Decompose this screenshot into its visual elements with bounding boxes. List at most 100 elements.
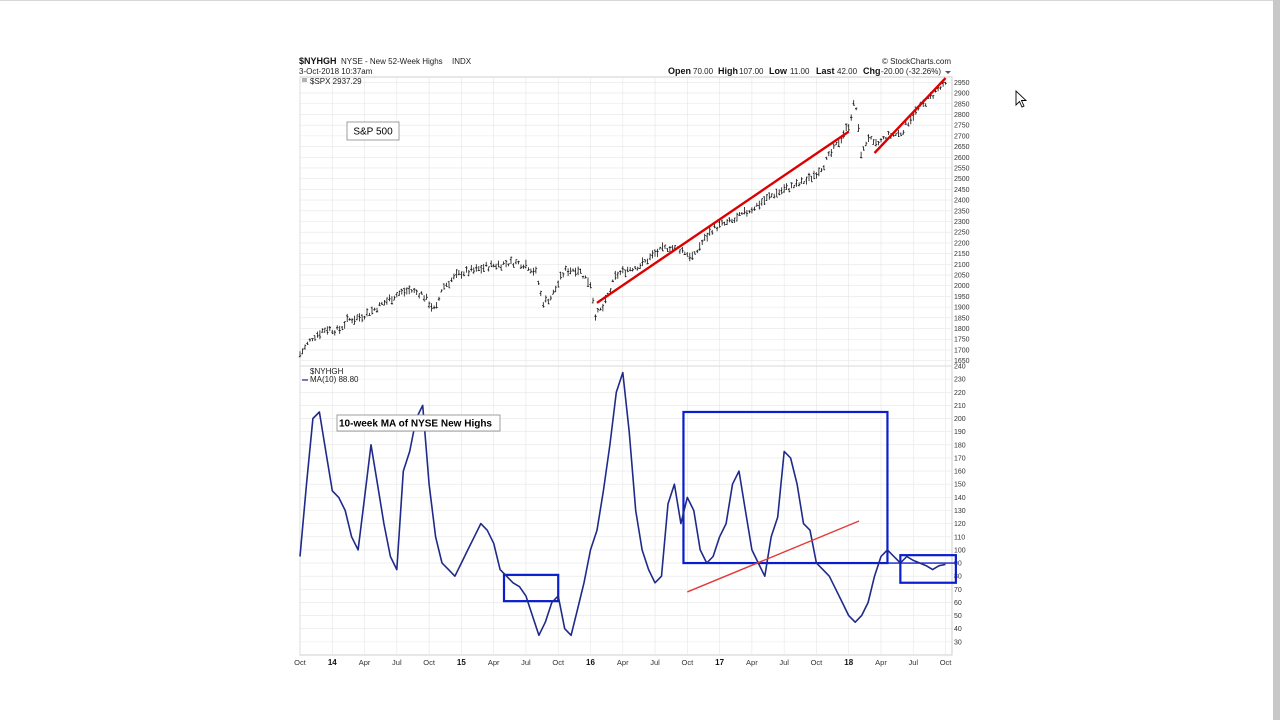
lower-y-tick-label: 210 xyxy=(954,403,966,410)
upper-y-tick-label: 2700 xyxy=(954,133,970,140)
lower-y-tick-label: 130 xyxy=(954,508,966,515)
header-last-label: Last xyxy=(816,66,835,76)
lower-y-tick-label: 120 xyxy=(954,521,966,528)
upper-y-tick-label: 2750 xyxy=(954,123,970,130)
lower-y-tick-label: 60 xyxy=(954,600,962,607)
x-tick-label: Oct xyxy=(423,658,436,667)
window-top-border xyxy=(0,0,1280,1)
x-tick-label: Oct xyxy=(940,658,953,667)
sp500-annotation: S&P 500 xyxy=(353,127,393,138)
upper-y-tick-label: 2800 xyxy=(954,112,970,119)
ma-trendline xyxy=(687,520,860,593)
lower-grid xyxy=(299,365,952,655)
highlight-box xyxy=(899,554,957,584)
upper-y-tick-label: 2000 xyxy=(954,283,970,290)
header-low-label: Low xyxy=(769,66,788,76)
upper-y-tick-label: 2550 xyxy=(954,165,970,172)
header-high-label: High xyxy=(718,66,738,76)
lower-y-tick-label: 90 xyxy=(954,561,962,568)
x-tick-label: Oct xyxy=(681,658,694,667)
lower-y-tick-label: 110 xyxy=(954,534,965,541)
x-tick-label: Jul xyxy=(779,658,789,667)
spx-trendline xyxy=(596,130,850,304)
scrollbar[interactable] xyxy=(1273,0,1280,720)
x-tick-label: 18 xyxy=(844,658,853,667)
x-tick-label: Oct xyxy=(294,658,307,667)
upper-panel: 1650 1700 1750 1800 1850 1900 1950 2000 2050 2100… xyxy=(298,76,970,367)
upper-y-tick-label: 1800 xyxy=(954,326,970,333)
x-tick-label: 17 xyxy=(715,658,724,667)
lower-y-tick-label: 50 xyxy=(954,613,962,620)
lower-annotation-boxes xyxy=(502,410,957,603)
highlight-box xyxy=(682,410,889,565)
header-symbol: $NYHGH xyxy=(299,56,337,66)
lower-y-tick-label: 160 xyxy=(954,469,966,476)
x-axis: Oct 14 Apr Jul Oct 15 Apr Jul Oct 16 Apr Jul Oct 17 Ap… xyxy=(294,658,952,667)
upper-y-tick-label: 2450 xyxy=(954,187,970,194)
lower-trendlines xyxy=(687,520,860,593)
x-tick-label: Apr xyxy=(488,658,500,667)
mouse-cursor-icon xyxy=(1015,89,1028,108)
x-tick-label: Oct xyxy=(811,658,824,667)
ma-series-line xyxy=(299,371,946,637)
upper-y-tick-label: 2400 xyxy=(954,198,970,205)
lower-y-tick-label: 140 xyxy=(954,495,966,502)
header-last-value: 42.00 xyxy=(837,67,858,76)
upper-y-axis: 1650 1700 1750 1800 1850 1900 1950 2000 2050 2100… xyxy=(954,80,970,365)
lower-y-tick-label: 30 xyxy=(954,639,962,646)
header-open-label: Open xyxy=(668,66,691,76)
x-tick-label: Apr xyxy=(875,658,887,667)
header-chg-value: -20.00 (-32.26%) xyxy=(881,67,941,76)
upper-y-tick-label: 2200 xyxy=(954,240,970,247)
lower-panel: 30 40 50 60 70 80 90 100 110 120 130 140 150 160 170 18… xyxy=(299,364,966,656)
ma-annotation-box xyxy=(336,414,501,432)
nyhgh-legend: $NYHGH xyxy=(310,367,344,376)
upper-y-tick-label: 2100 xyxy=(954,262,970,269)
header-chg-label: Chg xyxy=(863,66,881,76)
x-tick-label: 14 xyxy=(328,658,337,667)
chg-down-arrow-icon xyxy=(945,71,951,74)
upper-y-tick-label: 2850 xyxy=(954,101,970,108)
upper-y-tick-label: 2050 xyxy=(954,273,970,280)
lower-y-tick-label: 70 xyxy=(954,587,962,594)
upper-trendlines xyxy=(596,77,947,304)
upper-y-tick-label: 2250 xyxy=(954,230,970,237)
spx-price-bars xyxy=(298,80,947,358)
header-open-value: 70.00 xyxy=(693,67,714,76)
x-tick-label: Jul xyxy=(650,658,660,667)
x-tick-label: Jul xyxy=(521,658,531,667)
upper-y-tick-label: 2600 xyxy=(954,155,970,162)
lower-y-tick-label: 190 xyxy=(954,429,966,436)
x-tick-label: 16 xyxy=(586,658,595,667)
header-low-value: 11.00 xyxy=(790,67,810,76)
x-tick-label: Jul xyxy=(392,658,402,667)
x-tick-label: Apr xyxy=(617,658,629,667)
header-exchange: INDX xyxy=(452,57,472,66)
upper-y-tick-label: 2650 xyxy=(954,144,970,151)
upper-y-tick-label: 2500 xyxy=(954,176,970,183)
upper-grid xyxy=(299,77,952,366)
lower-y-tick-label: 180 xyxy=(954,442,966,449)
header-high-value: 107.00 xyxy=(739,67,764,76)
upper-y-tick-label: 1700 xyxy=(954,347,970,354)
upper-y-tick-label: 2900 xyxy=(954,91,970,98)
upper-y-tick-label: 1850 xyxy=(954,315,970,322)
upper-y-tick-label: 2150 xyxy=(954,251,970,258)
upper-y-tick-label: 1650 xyxy=(954,358,970,365)
lower-y-tick-label: 220 xyxy=(954,390,966,397)
header-date: 3-Oct-2018 10:37am xyxy=(299,67,373,76)
upper-y-tick-label: 2300 xyxy=(954,219,970,226)
sp500-annotation-box xyxy=(346,121,400,141)
header-description: NYSE - New 52-Week Highs xyxy=(341,57,443,66)
lower-y-tick-label: 170 xyxy=(954,455,966,462)
upper-y-tick-label: 2350 xyxy=(954,208,970,215)
ma-annotation: 10-week MA of NYSE New Highs xyxy=(339,419,492,430)
x-tick-label: 15 xyxy=(457,658,466,667)
lower-y-tick-label: 230 xyxy=(954,377,966,384)
lower-y-tick-label: 40 xyxy=(954,626,962,633)
lower-y-tick-label: 100 xyxy=(954,547,966,554)
lower-y-axis: 30 40 50 60 70 80 90 100 110 120 130 140 150 160 170 18… xyxy=(954,364,966,647)
upper-y-tick-label: 1900 xyxy=(954,305,970,312)
lower-y-tick-label: 200 xyxy=(954,416,966,423)
